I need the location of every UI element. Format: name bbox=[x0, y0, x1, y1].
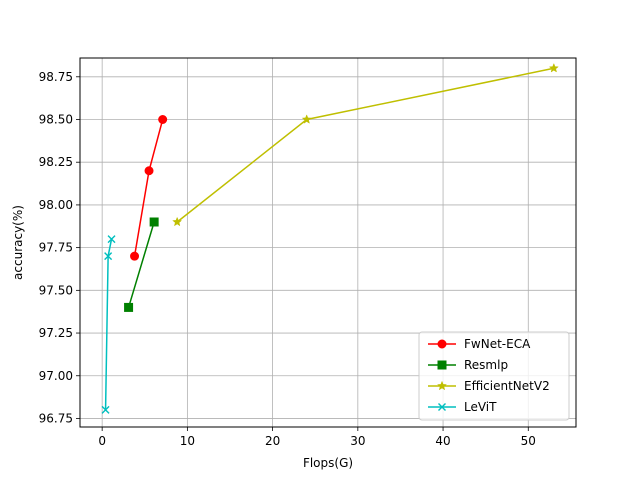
legend-item-resmlp: Resmlp bbox=[428, 358, 508, 372]
legend-marker-levit bbox=[438, 403, 446, 411]
legend-label-efficientnetv2: EfficientNetV2 bbox=[464, 379, 550, 393]
series-fwnet-eca bbox=[130, 115, 168, 261]
legend-marker-resmlp bbox=[437, 360, 447, 370]
x-tick-label: 30 bbox=[350, 434, 365, 448]
y-tick-label: 98.00 bbox=[39, 198, 73, 212]
series-resmlp bbox=[124, 217, 159, 312]
data-point-levit-stroke bbox=[104, 252, 113, 261]
data-point-fwnet-eca bbox=[144, 166, 154, 176]
data-point-resmlp bbox=[149, 217, 159, 227]
series-line-resmlp bbox=[127, 221, 155, 308]
series-efficientnetv2 bbox=[172, 62, 559, 227]
x-tick-label: 10 bbox=[180, 434, 195, 448]
legend-label-fwnet-eca: FwNet-ECA bbox=[464, 337, 531, 351]
y-tick-label: 98.50 bbox=[39, 113, 73, 127]
data-point-efficientnetv2 bbox=[548, 62, 559, 73]
legend-label-levit: LeViT bbox=[464, 400, 497, 414]
y-tick-label: 97.50 bbox=[39, 283, 73, 297]
data-point-efficientnetv2 bbox=[172, 216, 183, 227]
legend-item-fwnet-eca: FwNet-ECA bbox=[428, 337, 531, 351]
y-axis-ticks: 96.75 97.00 97.25 97.50 97.75 98.00 98.25 98.50… bbox=[39, 70, 80, 425]
x-tick-label: 50 bbox=[521, 434, 536, 448]
x-axis-ticks: 0 10 20 30 40 50 bbox=[98, 427, 536, 448]
legend-item-efficientnetv2: EfficientNetV2 bbox=[428, 379, 550, 393]
data-point-fwnet-eca bbox=[130, 251, 140, 261]
data-point-levit-stroke bbox=[107, 235, 116, 244]
legend-box bbox=[418, 331, 570, 421]
legend-marker-efficientnetv2 bbox=[436, 380, 448, 391]
y-tick-label: 98.75 bbox=[39, 70, 73, 84]
legend: FwNet-ECA Resmlp EfficientNetV2 LeViT bbox=[418, 331, 570, 421]
x-axis-label: Flops(G) bbox=[303, 456, 353, 470]
data-point-resmlp bbox=[124, 302, 134, 312]
data-point-levit bbox=[101, 405, 110, 414]
data-point-levit-stroke bbox=[101, 405, 110, 414]
series-lines bbox=[101, 62, 559, 414]
legend-marker-levit-stroke bbox=[438, 403, 446, 411]
data-point-fwnet-eca bbox=[158, 115, 168, 124]
y-axis-label: accuracy(%) bbox=[11, 205, 25, 280]
x-tick-label: 0 bbox=[98, 434, 106, 448]
y-tick-label: 98.25 bbox=[39, 155, 73, 169]
series-levit bbox=[101, 235, 116, 414]
y-tick-label: 97.25 bbox=[39, 326, 73, 340]
legend-label-resmlp: Resmlp bbox=[464, 358, 508, 372]
y-tick-label: 96.75 bbox=[39, 411, 73, 425]
gridlines bbox=[80, 58, 576, 427]
data-point-levit bbox=[107, 235, 116, 244]
x-tick-label: 40 bbox=[435, 434, 450, 448]
legend-marker-fwnet-eca bbox=[437, 339, 447, 349]
x-tick-label: 20 bbox=[265, 434, 280, 448]
data-point-efficientnetv2 bbox=[301, 114, 312, 124]
legend-item-levit: LeViT bbox=[428, 400, 497, 414]
data-point-levit bbox=[104, 252, 113, 261]
y-tick-label: 97.00 bbox=[39, 369, 73, 383]
plot-frame bbox=[79, 57, 577, 428]
y-tick-label: 97.75 bbox=[39, 241, 73, 255]
